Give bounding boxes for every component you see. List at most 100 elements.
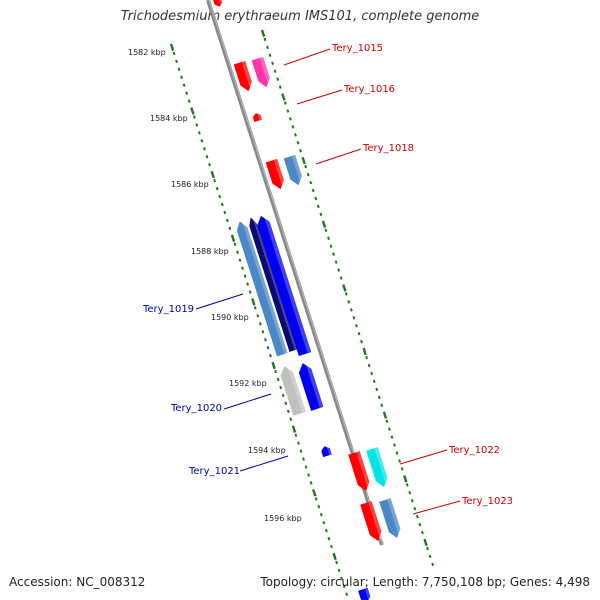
inner-track-tick [302, 457, 305, 461]
inner-track-tick [195, 123, 199, 127]
gene-label-tery-1015[interactable]: Tery_1015 [331, 43, 383, 54]
outer-track-tick [408, 491, 412, 495]
feature-tery-1021[interactable] [320, 444, 332, 458]
outer-track-tick [319, 212, 323, 217]
inner-track-tick [172, 51, 176, 56]
inner-track-tick [225, 218, 229, 223]
feature-tery-1023-b[interactable] [379, 498, 403, 540]
inner-track-tick [340, 576, 344, 581]
outer-track-tick [415, 514, 419, 519]
inner-track-tick [319, 513, 323, 517]
outer-track-tick [337, 268, 341, 272]
inner-track-tick [200, 139, 204, 143]
feature-tery-1020-b-shape [298, 363, 324, 411]
feature-tery-1015-b[interactable] [251, 56, 273, 89]
accession-text: Accession: NC_008312 [9, 575, 146, 589]
outer-track-tick [410, 499, 414, 503]
feature-tery-1022-a-shape [348, 451, 370, 492]
outer-track-tick [372, 379, 376, 384]
feature-tery-1018-a[interactable] [265, 158, 287, 191]
feature-tery-1019-b-shade [252, 216, 298, 351]
inner-track-tick [271, 361, 276, 370]
outer-track-tick [288, 117, 292, 121]
outer-track-tick [281, 93, 286, 101]
inner-track-tick [264, 338, 267, 342]
feature-tery-1016[interactable] [252, 111, 263, 123]
inner-track-tick [327, 536, 331, 541]
gene-label-tery-1020[interactable]: Tery_1020 [170, 403, 222, 414]
tick-label-1588: 1588 kbp [191, 247, 229, 256]
outer-track-tick [278, 85, 282, 89]
outer-track-tick [426, 546, 429, 551]
inner-track-tick [286, 409, 290, 414]
label-leader-lines [195, 48, 461, 515]
inner-track-tick [274, 369, 277, 374]
outer-track-tick [431, 562, 435, 567]
feature-tery-1022-a[interactable] [348, 451, 372, 493]
inner-track-tick [279, 385, 283, 390]
outer-track-tick [421, 530, 424, 535]
tick-label-1590: 1590 kbp [211, 313, 249, 322]
feature-tery-1019-a[interactable] [234, 219, 288, 357]
inner-track-tick [185, 91, 189, 95]
feature-tery-1020-a[interactable] [278, 364, 306, 416]
outer-track-tick [260, 29, 266, 38]
feature-tery-1016-shape [252, 113, 263, 123]
outer-track-tick [342, 284, 347, 292]
tick-label-1592: 1592 kbp [229, 379, 267, 388]
outer-track-tick [306, 172, 310, 177]
feature-tery-1021-shape [321, 446, 332, 458]
inner-track-tick [276, 377, 280, 382]
gene-label-tery-1019[interactable]: Tery_1019 [142, 304, 194, 315]
outer-track-tick [263, 37, 267, 42]
feature-tery-1023-b-shade [387, 498, 403, 538]
inner-track-tick [187, 99, 191, 103]
inner-track-tick [335, 560, 338, 565]
feature-tery-1015-a[interactable] [233, 60, 255, 93]
inner-track-tick [175, 59, 178, 64]
inner-track-tick [192, 115, 196, 119]
leader-tery-1020 [223, 393, 272, 410]
outer-track-tick [296, 141, 300, 145]
gene-label-tery-1018[interactable]: Tery_1018 [362, 143, 414, 154]
feature-tery-1019-a-shape [236, 221, 288, 357]
feature-tery-1015-b-shade [259, 56, 273, 87]
feature-tery-1018-b[interactable] [283, 154, 305, 187]
feature-tery-1022-b-shade [374, 447, 390, 487]
gene-label-tery-1016[interactable]: Tery_1016 [343, 84, 395, 95]
feature-tery-1018-b-shade [291, 154, 305, 185]
feature-tery-1019-b-shape [249, 217, 298, 352]
outer-track-tick [299, 149, 302, 153]
feature-tery-1022-b-shape [366, 447, 388, 488]
inner-track-tick [304, 465, 308, 469]
leader-tery-1021 [239, 455, 289, 472]
kbp-label-layer: 1582 kbp 1584 kbp 1586 kbp 1588 kbp 1590… [128, 48, 302, 523]
genome-summary-text: Topology: circular; Length: 7,750,108 bp… [260, 575, 590, 589]
inner-track-tick [233, 242, 237, 247]
outer-track-tick [365, 355, 368, 360]
outer-track-tick [362, 347, 367, 356]
feature-bottom-blue-shape [358, 587, 371, 600]
feature-tery-1019-b[interactable] [247, 216, 298, 352]
feature-tery-1023-a[interactable] [360, 501, 384, 543]
gene-label-tery-1023[interactable]: Tery_1023 [461, 496, 513, 507]
inner-track-tick [324, 528, 328, 533]
feature-top-red[interactable] [212, 0, 224, 8]
feature-tery-1019-c[interactable] [255, 213, 312, 357]
feature-tery-1020-b[interactable] [297, 361, 324, 411]
feature-tery-1022-b[interactable] [366, 447, 390, 489]
inner-track-tick [236, 250, 239, 254]
outer-track-tick [271, 61, 275, 65]
inner-track-tick [312, 489, 317, 497]
inner-track-tick [243, 274, 247, 278]
leader-tery-1023 [412, 500, 461, 515]
gene-label-tery-1022[interactable]: Tery_1022 [448, 445, 500, 456]
gene-label-tery-1021[interactable]: Tery_1021 [188, 466, 240, 477]
tick-label-1586: 1586 kbp [171, 180, 209, 189]
inner-track-tick [213, 178, 217, 183]
feature-bottom-blue[interactable] [358, 587, 372, 600]
inner-track-tick [266, 345, 270, 350]
feature-tery-1015-a-shape [233, 60, 252, 92]
inner-track-tick [223, 210, 227, 215]
